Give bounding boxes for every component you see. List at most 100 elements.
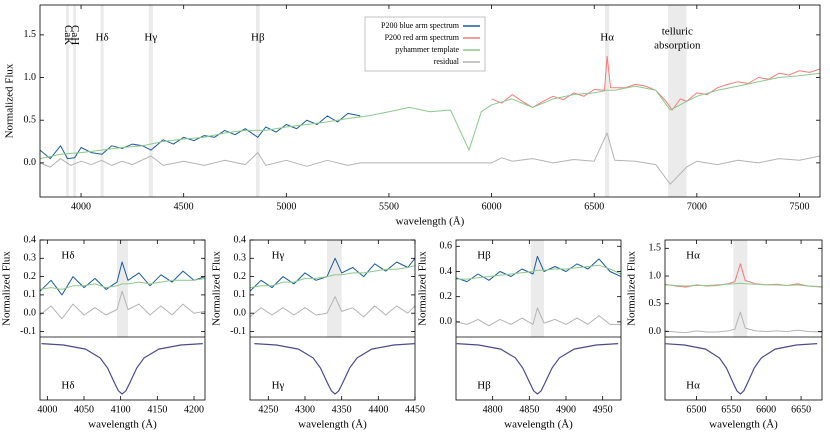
profile-label: Hγ	[272, 380, 285, 392]
legend-label: P200 red arm spectrum	[385, 33, 460, 42]
x-tick-label: 6000	[482, 201, 502, 212]
spectrum-line	[40, 261, 205, 296]
spectrum-line	[665, 282, 822, 288]
x-tick-label: 4300	[295, 404, 315, 415]
x-tick-label: 7500	[789, 201, 809, 212]
shaded-band	[66, 5, 69, 197]
shaded-band	[73, 5, 76, 197]
plot-frame	[455, 239, 622, 401]
shaded-band	[255, 5, 260, 197]
spectrum-line	[40, 277, 205, 290]
spectrum-line	[456, 264, 621, 280]
line-profile	[665, 343, 818, 395]
y-tick-label: 0.6	[440, 241, 453, 252]
y-tick-label: 0.4	[234, 234, 247, 245]
x-tick-label: 4000	[37, 404, 57, 415]
x-tick-label: 4050	[74, 404, 94, 415]
panel: -0.1 0.0 0.1 0.2 0.3 0.4 4250 4300 4350 4400 4450 w…	[211, 234, 425, 430]
legend-label: residual	[434, 57, 460, 66]
line-label: Hδ	[61, 250, 74, 262]
plot-frame	[39, 239, 206, 401]
panel: -0.1 0.0 0.1 0.2 0.3 0.4 4000 4050 4100 4150 4200 w…	[1, 234, 206, 431]
shaded-band	[733, 240, 748, 337]
shaded-band	[668, 5, 687, 197]
y-tick-label: 0.5	[24, 114, 37, 125]
shaded-band	[530, 240, 544, 337]
x-tick-label: 4100	[111, 404, 131, 415]
x-tick-label: 5500	[379, 201, 399, 212]
shaded-band	[100, 5, 104, 197]
x-tick-label: 4950	[593, 404, 613, 415]
x-axis-label: wavelength (Å)	[709, 419, 778, 431]
y-axis-label: Normalized Flux	[211, 251, 223, 326]
x-tick-label: 4200	[184, 404, 204, 415]
x-tick-label: 4450	[405, 404, 425, 415]
plot-frame	[249, 239, 416, 401]
spectrum-line	[40, 112, 361, 160]
band-label: Hγ	[144, 32, 157, 44]
legend-label: pyhammer template	[395, 45, 459, 54]
y-axis-label: Normalized Flux	[4, 63, 16, 138]
y-tick-label: 0.3	[24, 253, 37, 264]
y-tick-label: -0.1	[230, 326, 246, 337]
x-tick-label: 6500	[686, 404, 706, 415]
x-tick-label: 6650	[791, 404, 811, 415]
spectrum-line	[250, 296, 415, 318]
y-tick-label: 0.2	[440, 291, 453, 302]
x-axis-label: wavelength (Å)	[298, 419, 367, 431]
y-tick-label: 1.5	[24, 29, 37, 40]
line-label: Hβ	[477, 250, 491, 262]
x-axis-label: wavelength (Å)	[396, 216, 465, 228]
y-tick-label: 0.0	[649, 326, 662, 337]
spectrum-line	[665, 311, 822, 334]
y-tick-label: 0.2	[234, 271, 247, 282]
spectrum-line	[250, 257, 415, 292]
plot-frame	[39, 4, 821, 198]
y-tick-label: 0.0	[440, 316, 453, 327]
band-label: CaH	[69, 25, 81, 45]
x-tick-label: 4500	[174, 201, 194, 212]
y-tick-label: 0.4	[24, 234, 37, 245]
spectrum-line	[491, 55, 820, 111]
plot-frame	[664, 239, 823, 401]
y-tick-label: -0.1	[20, 326, 36, 337]
legend: P200 blue arm spectrum P200 red arm spect…	[364, 16, 486, 72]
profile-label: Hβ	[477, 380, 491, 392]
y-tick-label: 0.3	[234, 253, 247, 264]
y-tick-label: 1.0	[649, 270, 662, 281]
x-tick-label: 4900	[556, 404, 576, 415]
x-axis-label: wavelength (Å)	[88, 419, 157, 431]
x-tick-label: 4000	[71, 201, 91, 212]
x-tick-label: 4800	[483, 404, 503, 415]
legend-label: P200 blue arm spectrum	[381, 21, 460, 30]
band-label: Hα	[600, 32, 614, 44]
x-tick-label: 6550	[721, 404, 741, 415]
y-tick-label: 0.0	[24, 157, 37, 168]
band-label: Hδ	[96, 32, 109, 44]
spectrum-line	[40, 290, 205, 320]
profile-label: Hα	[686, 380, 700, 392]
x-tick-label: 6500	[584, 201, 604, 212]
band-label: telluric	[662, 26, 693, 38]
shaded-band	[117, 240, 128, 337]
line-label: Hα	[686, 250, 700, 262]
y-tick-label: 0.2	[24, 271, 37, 282]
x-tick-label: 4850	[519, 404, 539, 415]
x-tick-label: 7000	[687, 201, 707, 212]
x-axis-label: wavelength (Å)	[504, 419, 573, 431]
y-tick-label: 0.5	[649, 298, 662, 309]
y-tick-label: 0.1	[234, 289, 247, 300]
line-profile	[456, 343, 619, 395]
x-tick-label: 4400	[368, 404, 388, 415]
y-tick-label: 0.0	[234, 308, 247, 319]
line-label: Hγ	[272, 250, 285, 262]
line-profile	[41, 343, 203, 395]
y-tick-label: 1.5	[649, 243, 662, 254]
spectrum-line	[250, 265, 415, 289]
spectrum-line	[40, 72, 820, 160]
y-axis-label: Normalized Flux	[626, 251, 638, 326]
x-tick-label: 4350	[332, 404, 352, 415]
spectrum-line	[40, 132, 820, 185]
line-profile	[254, 343, 415, 395]
